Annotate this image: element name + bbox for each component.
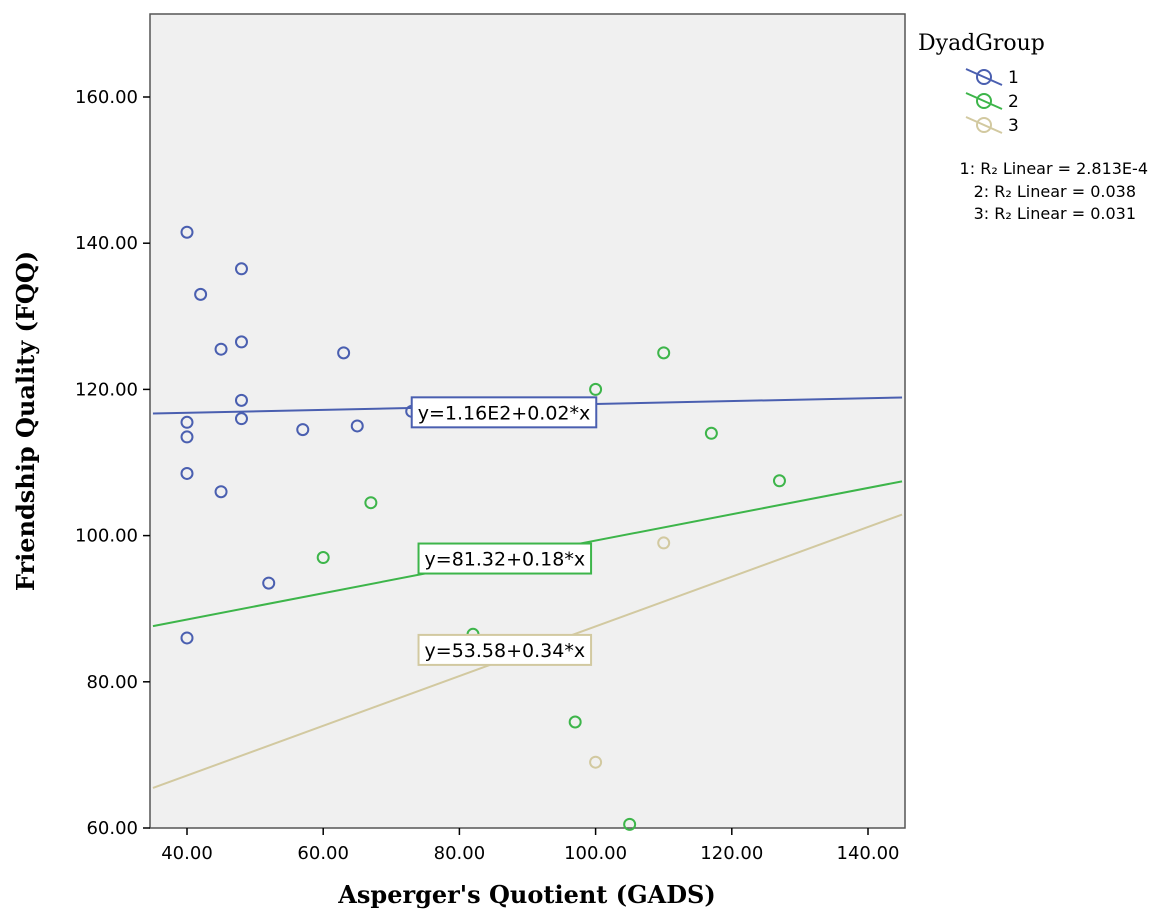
data-point-series-2: [316, 551, 330, 565]
data-point-series-2: [772, 474, 786, 488]
y-axis-title: Friendship Quality (FQQ): [11, 251, 40, 591]
data-point-series-2: [623, 817, 637, 831]
equation-label-1: y=1.16E2+0.02*x: [418, 402, 591, 424]
legend-label-1: 1: [1008, 68, 1019, 88]
data-point-series-1: [180, 415, 194, 429]
legend-title: DyadGroup: [918, 31, 1045, 56]
x-tick-label: 60.00: [297, 843, 349, 864]
legend: DyadGroup 1 2 3 1: R₂ Linear = 2.813E-4 2:…: [918, 31, 1148, 223]
equation-box-2: [417, 542, 593, 575]
x-axis: 40.00 60.00 80.00 100.00 120.00 140.00: [161, 828, 899, 864]
legend-line-1: [965, 68, 1003, 86]
y-tick-label: 160.00: [75, 87, 138, 108]
data-point-series-1: [180, 466, 194, 480]
legend-line-3: [965, 116, 1003, 134]
equation-labels: y=1.16E2+0.02*x y=81.32+0.18*x y=53.58+0.3…: [410, 396, 598, 666]
legend-marker-3: [976, 117, 992, 133]
data-point-series-1: [180, 225, 194, 239]
legend-label-3: 3: [1008, 116, 1019, 136]
legend-marker-2: [976, 93, 992, 109]
x-tick-label: 40.00: [161, 843, 213, 864]
data-point-series-1: [337, 346, 351, 360]
x-tick-label: 100.00: [564, 843, 627, 864]
rsq-label-1: 1: R₂ Linear = 2.813E-4: [960, 159, 1148, 178]
data-point-series-1: [234, 412, 248, 426]
data-point-series-1: [350, 419, 364, 433]
y-axis: 60.00 80.00 100.00 120.00 140.00 160.00: [75, 87, 150, 839]
data-point-series-2: [568, 715, 582, 729]
x-axis-title: Asperger's Quotient (GADS): [337, 880, 715, 909]
data-point-series-1: [214, 342, 228, 356]
data-point-series-1: [262, 576, 276, 590]
legend-line-2: [965, 92, 1003, 110]
data-point-series-2: [589, 382, 603, 396]
data-point-series-2: [364, 496, 378, 510]
y-tick-label: 140.00: [75, 233, 138, 254]
y-tick-label: 80.00: [86, 672, 138, 693]
equation-box-3: [417, 633, 593, 666]
equation-label-2: y=81.32+0.18*x: [425, 549, 586, 571]
data-point-series-1: [296, 423, 310, 437]
data-point-series-1: [234, 262, 248, 276]
data-point-series-3: [589, 755, 603, 769]
data-point-series-1: [180, 430, 194, 444]
data-point-series-1: [214, 485, 228, 499]
data-point-series-1: [234, 335, 248, 349]
y-tick-label: 120.00: [75, 379, 138, 400]
rsq-label-3: 3: R₂ Linear = 0.031: [974, 204, 1136, 223]
data-point-series-2: [704, 426, 718, 440]
legend-marker-1: [976, 69, 992, 85]
x-tick-label: 80.00: [434, 843, 486, 864]
data-point-series-1: [234, 393, 248, 407]
equation-label-3: y=53.58+0.34*x: [425, 640, 586, 662]
x-tick-label: 120.00: [700, 843, 763, 864]
data-points: [180, 225, 786, 831]
y-tick-label: 60.00: [86, 818, 138, 839]
data-point-series-1: [194, 287, 208, 301]
y-tick-label: 100.00: [75, 526, 138, 547]
legend-label-2: 2: [1008, 92, 1019, 112]
rsq-label-2: 2: R₂ Linear = 0.038: [974, 182, 1136, 201]
data-point-series-2: [657, 346, 671, 360]
data-point-series-1: [180, 631, 194, 645]
equation-box-1: [410, 396, 598, 429]
data-point-series-3: [657, 536, 671, 550]
x-tick-label: 140.00: [837, 843, 900, 864]
